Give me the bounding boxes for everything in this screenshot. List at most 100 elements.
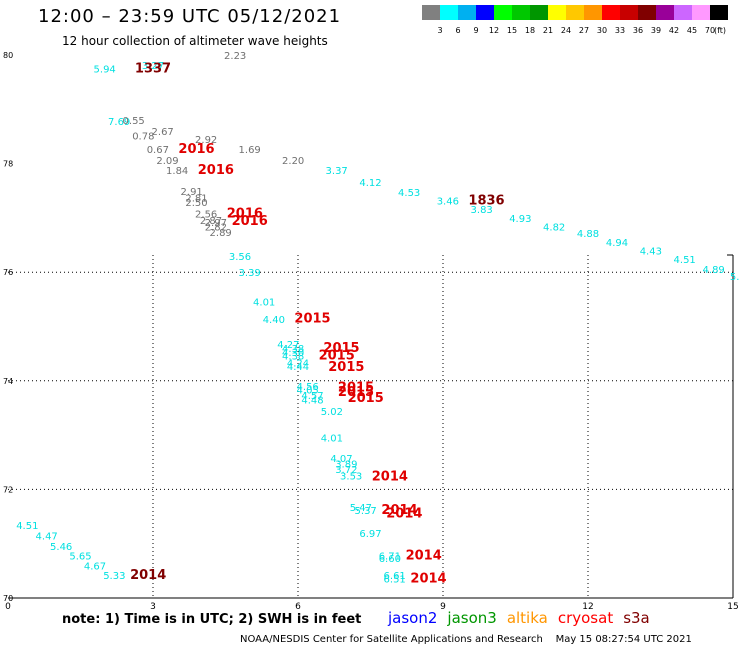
colorbar-label: 42 xyxy=(668,26,680,35)
chart-title: 12:00 – 23:59 UTC 05/12/2021 xyxy=(38,6,342,27)
wave-height-label: 4.51 xyxy=(674,255,696,266)
wave-height-label: 2.67 xyxy=(152,127,174,138)
wave-height-label: 4.51 xyxy=(16,521,38,532)
wave-height-label: 2.89 xyxy=(210,228,232,239)
pass-year-label: 2014 xyxy=(130,568,166,583)
wave-height-label: 4.07 xyxy=(330,454,352,465)
wave-height-label: 1.69 xyxy=(239,145,261,156)
pass-year-label: 2014 xyxy=(410,571,446,586)
pass-year-label: 2014 xyxy=(386,506,422,521)
wave-height-label: 4.67 xyxy=(84,561,106,572)
x-tick-label: 0 xyxy=(5,602,11,612)
wave-height-label: 2.97 xyxy=(205,218,227,229)
wave-height-label: 4.38 xyxy=(282,344,304,355)
colorbar-label: 30 xyxy=(596,26,608,35)
pass-year-label: 1836 xyxy=(468,194,504,209)
wave-height-label: 3.83 xyxy=(471,205,493,216)
colorbar-swatch xyxy=(656,5,674,20)
colorbar-label: 15 xyxy=(506,26,518,35)
wave-height-label: 4.89 xyxy=(703,265,725,276)
pass-year-label: 2015 xyxy=(338,380,374,395)
wave-height-label: 5.7 xyxy=(730,272,740,283)
wave-height-label: 4.24 xyxy=(287,358,309,369)
colorbar-label: 3 xyxy=(437,26,443,35)
legend-s3a: s3a xyxy=(623,609,650,627)
pass-year-label: 2014 xyxy=(406,549,442,564)
colorbar-swatch xyxy=(458,5,476,20)
wave-height-label: 3.37 xyxy=(326,166,348,177)
x-tick-label: 15 xyxy=(727,602,738,612)
pass-year-label: 2016 xyxy=(232,214,268,229)
colorbar-label: 33 xyxy=(614,26,626,35)
wave-height-label: 5.02 xyxy=(321,407,343,418)
wave-height-label: 4.38 xyxy=(282,351,304,362)
colorbar-swatch xyxy=(530,5,548,20)
colorbar-swatch xyxy=(566,5,584,20)
colorbar-swatch xyxy=(422,5,440,20)
y-tick-label: 76 xyxy=(3,268,13,277)
wave-height-label: 7.69 xyxy=(108,117,130,128)
colorbar-label: 45 xyxy=(686,26,698,35)
colorbar-swatch xyxy=(584,5,602,20)
wave-height-label: 4.01 xyxy=(321,433,343,444)
units-note: note: 1) Time is in UTC; 2) SWH is in fe… xyxy=(62,612,362,627)
colorbar-label: 24 xyxy=(560,26,572,35)
wave-height-label: 5.46 xyxy=(50,542,72,553)
y-tick-label: 80 xyxy=(3,51,13,60)
colorbar-label: 18 xyxy=(524,26,536,35)
wave-height-label: 3.72 xyxy=(335,465,357,476)
wave-height-label: 3.56 xyxy=(229,252,251,263)
y-tick-label: 72 xyxy=(3,485,13,494)
pass-year-label: 2015 xyxy=(348,391,384,406)
colorbar-label: 39 xyxy=(650,26,662,35)
legend-altika: altika xyxy=(506,609,548,627)
wave-height-label: 4.01 xyxy=(253,298,275,309)
wave-height-label: 5.47 xyxy=(350,503,372,514)
legend-jason2: jason2 xyxy=(388,609,438,627)
wave-height-label: 3.89 xyxy=(335,459,357,470)
footer-credit: NOAA/NESDIS Center for Satellite Applica… xyxy=(240,634,692,645)
wave-height-label: 4.93 xyxy=(509,214,531,225)
wave-height-label: 5.65 xyxy=(69,552,91,563)
wave-height-label: 5.33 xyxy=(103,571,125,582)
wave-height-label: 2.92 xyxy=(195,135,217,146)
wave-height-label: 4.94 xyxy=(606,238,628,249)
colorbar-swatch xyxy=(440,5,458,20)
wave-height-label: 5.94 xyxy=(94,65,116,76)
y-tick-label: 74 xyxy=(3,377,13,386)
wave-height-label: 6.71 xyxy=(379,552,401,563)
wave-height-label: 3.39 xyxy=(239,268,261,279)
y-tick-label: 70 xyxy=(3,594,13,603)
y-tick-label: 78 xyxy=(3,160,13,169)
chart-subtitle: 12 hour collection of altimeter wave hei… xyxy=(62,34,328,48)
pass-year-label: 2016 xyxy=(227,207,263,222)
satellite-legend: jason2 jason3 altika cryosat s3a xyxy=(388,609,660,627)
wave-height-label: 2.82 xyxy=(205,223,227,234)
wave-height-label: 0.78 xyxy=(132,131,154,142)
wave-height-label: 2.87 xyxy=(200,216,222,227)
pass-year-label: 2016 xyxy=(178,142,214,157)
colorbar-swatch xyxy=(602,5,620,20)
colorbar-unit: (ft) xyxy=(714,26,727,35)
wave-height-label: 2.09 xyxy=(156,156,178,167)
x-tick-label: 6 xyxy=(295,602,301,612)
legend-cryosat: cryosat xyxy=(557,609,614,627)
colorbar-label: 21 xyxy=(542,26,554,35)
colorbar-swatch xyxy=(674,5,692,20)
wave-height-label: 6.61 xyxy=(384,571,406,582)
wave-height-label: 4.56 xyxy=(297,382,319,393)
x-tick-label: 9 xyxy=(440,602,446,612)
colorbar-label: 70 xyxy=(704,26,716,35)
colorbar-swatch xyxy=(548,5,566,20)
wave-height-label: 4.40 xyxy=(263,315,285,326)
wave-height-label: 6.97 xyxy=(359,529,381,540)
colorbar-swatch xyxy=(638,5,656,20)
colorbar-swatch xyxy=(476,5,494,20)
pass-year-label: 2015 xyxy=(319,348,355,363)
colorbar-swatch xyxy=(494,5,512,20)
wave-height-label: 3.46 xyxy=(437,197,459,208)
wave-height-label: 2.91 xyxy=(181,187,203,198)
colorbar-swatch xyxy=(692,5,710,20)
wave-height-label: 0.67 xyxy=(147,145,169,156)
colorbar-swatch xyxy=(710,5,728,20)
